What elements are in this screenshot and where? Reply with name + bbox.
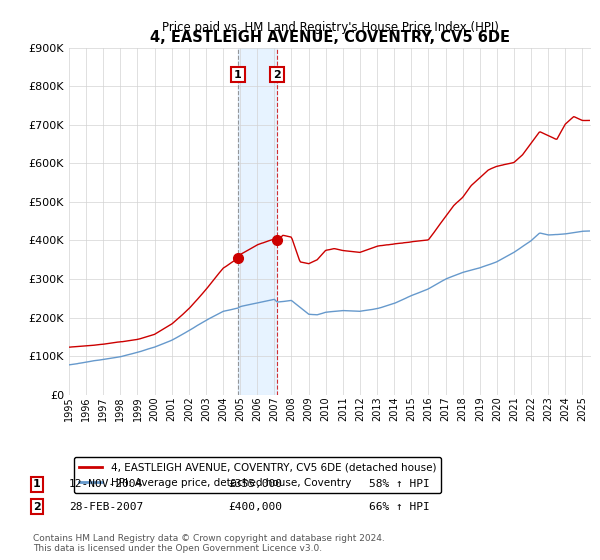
Text: 28-FEB-2007: 28-FEB-2007 xyxy=(69,502,143,512)
Legend: 4, EASTLEIGH AVENUE, COVENTRY, CV5 6DE (detached house), HPI: Average price, det: 4, EASTLEIGH AVENUE, COVENTRY, CV5 6DE (… xyxy=(74,458,442,493)
Text: 1: 1 xyxy=(33,479,41,489)
Text: 2: 2 xyxy=(273,69,281,80)
Text: 1: 1 xyxy=(234,69,242,80)
Text: £400,000: £400,000 xyxy=(228,502,282,512)
Text: £355,000: £355,000 xyxy=(228,479,282,489)
Text: 2: 2 xyxy=(33,502,41,512)
Bar xyxy=(238,48,277,395)
Title: 4, EASTLEIGH AVENUE, COVENTRY, CV5 6DE: 4, EASTLEIGH AVENUE, COVENTRY, CV5 6DE xyxy=(150,30,510,45)
Text: Price paid vs. HM Land Registry's House Price Index (HPI): Price paid vs. HM Land Registry's House … xyxy=(161,21,499,34)
Text: Contains HM Land Registry data © Crown copyright and database right 2024.
This d: Contains HM Land Registry data © Crown c… xyxy=(33,534,385,553)
Text: 12-NOV-2004: 12-NOV-2004 xyxy=(69,479,143,489)
Text: 66% ↑ HPI: 66% ↑ HPI xyxy=(369,502,430,512)
Text: 58% ↑ HPI: 58% ↑ HPI xyxy=(369,479,430,489)
